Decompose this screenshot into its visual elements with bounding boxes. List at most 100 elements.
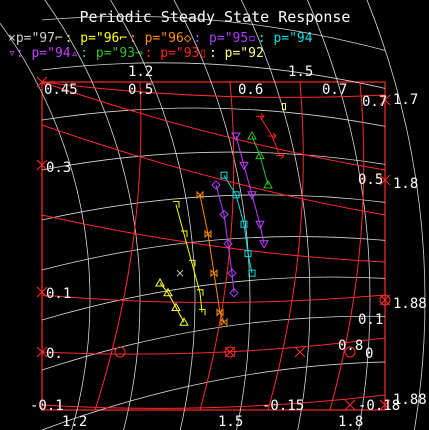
- grid-arc-white: [44, 0, 141, 430]
- grid-tick-circle: [114, 346, 126, 358]
- axis-label-bottom: 1.2: [62, 414, 87, 430]
- grid-tick-x: [294, 346, 306, 358]
- data-point: [210, 268, 218, 278]
- grid-curve-white: [41, 236, 386, 271]
- legend-entry: : p="95▫: [193, 31, 256, 46]
- grid-arc-white: [109, 0, 196, 430]
- data-point: [247, 130, 257, 140]
- data-point: [276, 152, 285, 159]
- grid-curve-red: [41, 337, 386, 355]
- data-point: [229, 288, 239, 298]
- legend-entry: : p="93▯: [145, 46, 208, 61]
- axis-label-inner: 0.8: [338, 338, 363, 354]
- data-point: [263, 179, 273, 189]
- grid-tick-circle: [379, 294, 391, 306]
- grid-curve-white: [41, 361, 386, 430]
- data-point: [171, 302, 181, 311]
- chart-title: Periodic Steady State Response: [80, 8, 351, 26]
- axis-label-right-inner: 0: [365, 346, 373, 362]
- axis-label-bottom-inner: -0.1: [30, 398, 64, 414]
- legend-entry: : p="92: [209, 46, 264, 61]
- grid-arc-white: [240, 0, 311, 430]
- legend-entry: : p="93⊸: [80, 46, 143, 61]
- data-point: [220, 317, 228, 327]
- grid-tick-circle: [344, 346, 356, 358]
- data-point: [268, 132, 277, 140]
- data-point: [173, 201, 180, 208]
- grid-tick-x: [379, 399, 391, 411]
- grid-tick-x: [379, 174, 391, 186]
- series-line: [159, 282, 185, 323]
- data-point: [232, 191, 240, 199]
- grid-curve-red: [41, 81, 386, 171]
- data-point: [179, 317, 189, 326]
- axis-label-right-inner: 0.7: [362, 94, 387, 110]
- legend-entry: : p="96⌐: [65, 31, 128, 46]
- data-point: [227, 268, 237, 278]
- grid-arc-red: [329, 81, 365, 411]
- grid-tick-x: [36, 159, 48, 171]
- data-point: [196, 190, 204, 200]
- axis-label-right: 1.88: [393, 392, 427, 408]
- data-point: [163, 287, 173, 297]
- axis-label-left-inner: 0.: [46, 346, 63, 362]
- axis-label-left-inner: 0.3: [46, 160, 71, 176]
- series-line: [251, 135, 269, 186]
- axis-label-top: 1.5: [288, 64, 313, 80]
- legend: ×p="97⌐: p="96⌐: p="96◇: p="95▫: p="94 ▿:…: [8, 31, 313, 61]
- grid-curve-white: [41, 315, 386, 371]
- grid-curve-red: [41, 214, 386, 263]
- legend-entry: : p="96◇: [129, 31, 192, 46]
- grid-tick-x: [344, 399, 356, 411]
- data-point: [239, 161, 249, 171]
- grid-arc-white: [306, 0, 371, 430]
- grid-arc-red: [94, 81, 142, 411]
- axis-label-right: 1.88: [393, 296, 427, 312]
- grid-arc-white: [0, 22, 91, 430]
- grid-curve-white: [41, 107, 386, 127]
- legend-entry: ▿: p="94▵: [8, 46, 78, 61]
- series-line: [235, 135, 265, 244]
- data-point: [176, 269, 184, 277]
- grid-curve-red: [41, 81, 386, 98]
- grid-tick-x: [36, 76, 48, 88]
- grid-arc-white: [173, 0, 251, 430]
- data-point: [255, 220, 265, 230]
- data-point: [197, 289, 204, 296]
- axis-label-bottom: 1.5: [218, 414, 243, 430]
- data-point: [259, 240, 269, 249]
- axis-label-right: 1.8: [393, 176, 418, 192]
- grid-tick-circle: [224, 346, 236, 358]
- data-point: [211, 180, 221, 190]
- grid-tick-x: [36, 286, 48, 298]
- data-point: [223, 239, 233, 249]
- grid-arc-red: [267, 81, 304, 411]
- grid-curve-white: [41, 151, 386, 171]
- grid-tick-x: [36, 346, 48, 358]
- grid-curve-white: [41, 62, 386, 89]
- axis-label-right-inner: 0.1: [358, 312, 383, 328]
- data-point: [189, 259, 196, 267]
- axis-label-right-inner: 0.5: [358, 172, 383, 188]
- legend-entry: ×p="97⌐: [8, 31, 63, 46]
- data-point: [181, 230, 188, 237]
- data-point: [248, 269, 256, 277]
- axis-label-top-inner: 0.7: [322, 82, 347, 98]
- data-point: [231, 132, 241, 142]
- grid-curve-red: [41, 394, 386, 409]
- grid-curve-white: [41, 194, 386, 221]
- legend-entry: : p="94: [258, 31, 313, 46]
- series-line: [175, 204, 203, 313]
- data-point: [219, 209, 229, 220]
- data-point: [204, 229, 212, 239]
- grid-tick-x: [379, 94, 391, 106]
- axis-label-bottom-inner: -0.18: [358, 398, 400, 414]
- axis-label-left-inner: 0.1: [46, 286, 71, 302]
- data-point: [247, 191, 257, 200]
- grid-curve-red: [41, 124, 386, 216]
- axis-label-top-inner: 0.5: [128, 82, 153, 98]
- series-line: [215, 184, 235, 293]
